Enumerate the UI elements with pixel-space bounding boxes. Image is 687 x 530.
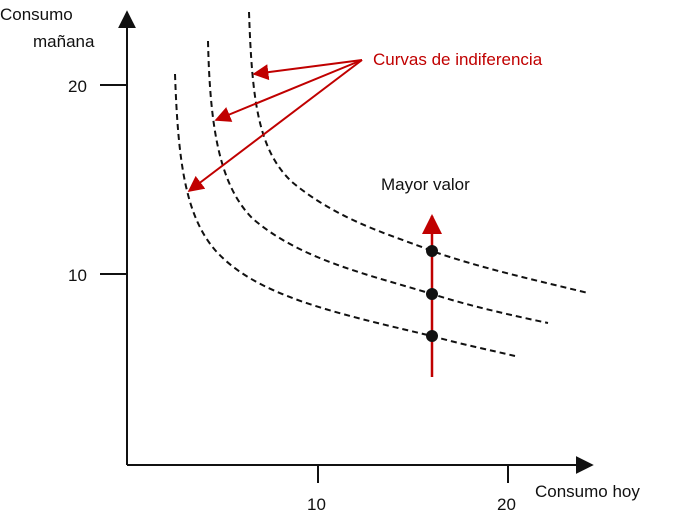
indifference-curve-low: [174, 73, 516, 357]
y-tick-label-10: 10: [68, 266, 87, 285]
point-mid-curve: [426, 288, 438, 300]
x-axis-label: Consumo hoy: [535, 482, 640, 501]
indifference-curve-high: [248, 11, 589, 294]
callout-arrow-low: [187, 59, 363, 192]
callout-label: Curvas de indiferencia: [373, 50, 543, 69]
callout-arrow-high: [252, 59, 363, 81]
point-high-curve: [426, 245, 438, 257]
callout-arrow-mid: [214, 59, 363, 122]
mayor-valor-label: Mayor valor: [381, 175, 470, 194]
indifference-curve-mid: [207, 40, 549, 324]
point-low-curve: [426, 330, 438, 342]
y-tick-label-20: 20: [68, 77, 87, 96]
x-tick-label-10: 10: [307, 495, 326, 514]
x-tick-label-20: 20: [497, 495, 516, 514]
y-axis-label-line1: Consumo: [0, 5, 73, 24]
y-axis-label-line2: mañana: [33, 32, 95, 51]
